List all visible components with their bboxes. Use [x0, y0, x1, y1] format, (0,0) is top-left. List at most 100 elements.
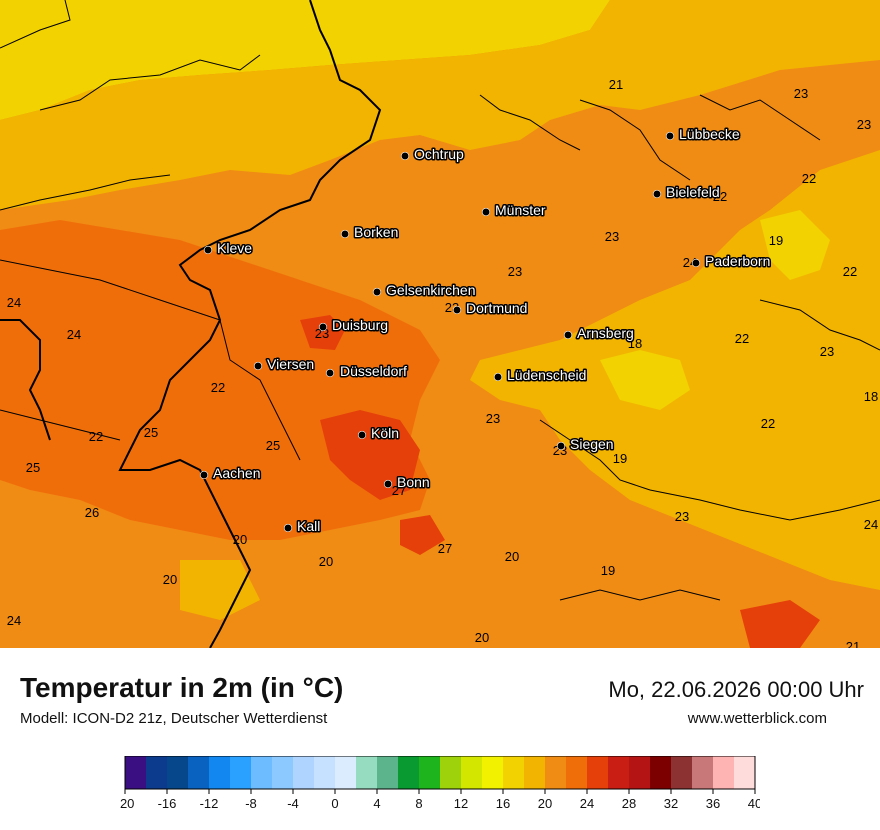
legend-tick-label: 28 — [622, 796, 636, 811]
valid-datetime: Mo, 22.06.2026 00:00 Uhr — [608, 677, 864, 702]
city-marker-borken: Borken — [340, 223, 400, 242]
legend-swatch — [608, 756, 630, 789]
legend-tick-label: 36 — [706, 796, 720, 811]
svg-text:Köln: Köln — [371, 425, 399, 441]
svg-text:Viersen: Viersen — [267, 356, 314, 372]
temperature-field-yellow-sauerland — [600, 350, 690, 410]
temp-label: 20 — [233, 532, 247, 547]
city-marker-muenster: Münster — [481, 201, 547, 220]
svg-text:Duisburg: Duisburg — [332, 317, 388, 333]
city-marker-siegen: Siegen — [556, 435, 615, 454]
temperature-field-amber-eifel — [180, 560, 260, 620]
temp-label: 22 — [211, 380, 225, 395]
city-marker-luedenscheid: Lüdenscheid — [493, 366, 588, 385]
legend-swatch — [188, 756, 210, 789]
legend-swatch — [398, 756, 420, 789]
temp-label: 27 — [392, 483, 406, 498]
temp-label: 23 — [486, 411, 500, 426]
legend-tick-label: -20 — [120, 796, 134, 811]
legend-tick-label: 32 — [664, 796, 678, 811]
temp-label: 22 — [713, 189, 727, 204]
svg-text:Bielefeld: Bielefeld — [666, 184, 720, 200]
legend-tick-label: 24 — [580, 796, 594, 811]
temperature-field-red-southeast — [740, 600, 820, 648]
city-marker-dortmund: Dortmund — [452, 299, 529, 318]
temperature-field-yellow-north — [0, 0, 610, 120]
temp-label: 22 — [761, 416, 775, 431]
legend-swatch — [524, 756, 546, 789]
svg-text:Dortmund: Dortmund — [466, 300, 527, 316]
city-marker-gelsenkirchen: Gelsenkirchen — [372, 281, 477, 300]
legend-swatch — [503, 756, 525, 789]
svg-text:Kall: Kall — [297, 518, 320, 534]
temp-label: 25 — [266, 438, 280, 453]
temp-label: 19 — [613, 451, 627, 466]
temp-label: 20 — [163, 572, 177, 587]
city-marker-koeln: Köln — [357, 424, 401, 443]
legend-tick-label: -4 — [287, 796, 299, 811]
temp-label: 24 — [864, 517, 878, 532]
legend-swatch — [713, 756, 735, 789]
temp-label: 23 — [820, 344, 834, 359]
legend-tick-label: -16 — [158, 796, 177, 811]
legend-swatch — [230, 756, 252, 789]
legend-tick-label: 20 — [538, 796, 552, 811]
temperature-field-red-duisburg — [300, 315, 345, 350]
city-marker-arnsberg: Arnsberg — [563, 324, 635, 343]
svg-text:Lübbecke: Lübbecke — [679, 126, 740, 142]
temp-label: 20 — [505, 549, 519, 564]
temp-label: 26 — [85, 505, 99, 520]
national-border — [0, 0, 382, 648]
legend-tick-label: 4 — [373, 796, 380, 811]
temp-label: 24 — [7, 613, 21, 628]
temp-label: 27 — [438, 541, 452, 556]
legend-swatch — [692, 756, 714, 789]
temp-label: 18 — [628, 336, 642, 351]
temperature-field-red-koeln — [320, 410, 420, 500]
svg-text:Siegen: Siegen — [570, 436, 614, 452]
legend-swatch — [629, 756, 651, 789]
temp-label: 20 — [475, 630, 489, 645]
legend-swatch — [209, 756, 231, 789]
city-marker-ochtrup: Ochtrup — [400, 145, 466, 164]
legend-swatch — [734, 756, 756, 789]
svg-text:Paderborn: Paderborn — [705, 253, 770, 269]
legend-swatch — [461, 756, 483, 789]
svg-text:Arnsberg: Arnsberg — [577, 325, 634, 341]
color-legend: -20 -16 -12 -8 -4 0 4 8 12 16 20 24 28 32 36 40 — [120, 756, 760, 811]
city-marker-bonn: Bonn — [383, 473, 431, 492]
legend-border — [124, 756, 756, 790]
legend-tick-label: 0 — [331, 796, 338, 811]
temp-label: 23 — [794, 86, 808, 101]
city-marker-luebbecke: Lübbecke — [665, 125, 741, 144]
temperature-field-red-south — [400, 515, 445, 555]
temp-label: 25 — [144, 425, 158, 440]
temp-label: 25 — [26, 460, 40, 475]
legend-tick-label: -12 — [200, 796, 219, 811]
svg-text:Ochtrup: Ochtrup — [414, 146, 464, 162]
temperature-map: 21 23 23 22 22 22 19 23 24 22 24 23 18 2… — [0, 0, 880, 648]
city-marker-aachen: Aachen — [199, 464, 262, 483]
svg-text:Kleve: Kleve — [217, 240, 252, 256]
district-borders — [0, 0, 880, 601]
temp-label: 19 — [769, 233, 783, 248]
legend-swatch — [377, 756, 399, 789]
svg-text:Münster: Münster — [495, 202, 546, 218]
svg-text:Düsseldorf: Düsseldorf — [340, 363, 407, 379]
city-marker-bielefeld: Bielefeld — [652, 183, 721, 202]
legend-tick-label: 16 — [496, 796, 510, 811]
city-marker-paderborn: Paderborn — [691, 252, 772, 271]
legend-swatch — [356, 756, 378, 789]
city-marker-duesseldorf: Düsseldorf — [325, 362, 409, 381]
legend-swatch — [566, 756, 588, 789]
map-title: Temperatur in 2m (in °C) — [20, 672, 344, 703]
svg-text:Borken: Borken — [354, 224, 398, 240]
temp-label: 20 — [319, 554, 333, 569]
legend-swatch — [293, 756, 315, 789]
legend-swatch — [146, 756, 168, 789]
temp-label: 18 — [864, 389, 878, 404]
legend-swatch — [272, 756, 294, 789]
website-link[interactable]: www.wetterblick.com — [687, 710, 827, 727]
svg-text:Gelsenkirchen: Gelsenkirchen — [386, 282, 476, 298]
